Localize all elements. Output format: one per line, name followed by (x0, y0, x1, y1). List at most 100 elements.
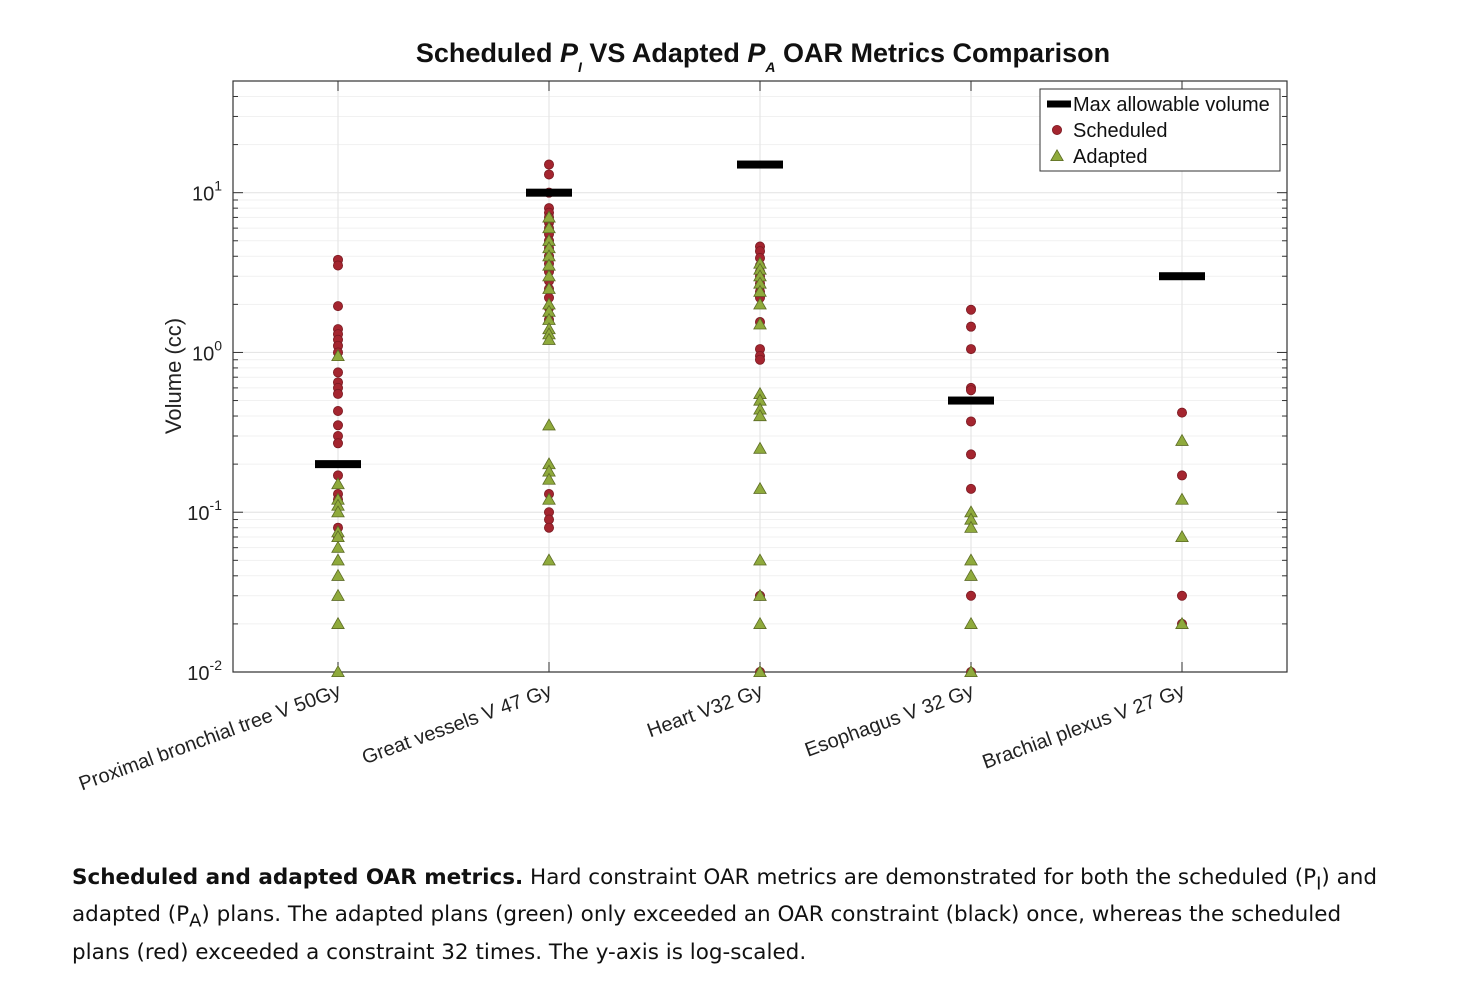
y-tick-label: 100 (192, 337, 222, 365)
scheduled-point (332, 301, 343, 312)
y-tick-label: 10-1 (187, 497, 222, 525)
title-part-3: VS Adapted (582, 38, 748, 68)
adapted-point (753, 481, 767, 494)
y-tick-label: 10-2 (187, 657, 222, 685)
x-tick-label: Brachial plexus V 27 Gy (980, 680, 1188, 774)
x-tick-label: Heart V32 Gy (644, 680, 765, 742)
adapted-point (753, 297, 767, 310)
adapted-point (753, 664, 767, 678)
adapted-point (964, 520, 978, 533)
scheduled-point (966, 416, 977, 427)
y-tick-base: 10 (192, 343, 214, 365)
y-tick-exponent: -1 (210, 497, 223, 513)
title-part-0: Scheduled (416, 38, 560, 68)
max-allowable-bar (1159, 272, 1205, 281)
adapted-point (542, 221, 556, 234)
scheduled-point (966, 321, 977, 332)
max-allowable-bar (315, 460, 361, 469)
chart-title: Scheduled PI VS Adapted PA OAR Metrics C… (416, 38, 1110, 75)
title-part-4: P (747, 38, 766, 68)
y-tick-base: 10 (187, 663, 209, 685)
adapted-point (331, 349, 345, 362)
adapted-point (753, 553, 767, 566)
data-marks (315, 159, 1205, 678)
caption-text-3: ) plans. The adapted plans (green) only … (72, 902, 1342, 965)
max-allowable-bar (948, 396, 994, 405)
adapted-point (1175, 433, 1189, 446)
caption-text-2: ) and adapted (P (72, 865, 1378, 928)
title-part-6: OAR Metrics Comparison (776, 38, 1111, 68)
scheduled-point (544, 522, 555, 533)
y-tick-label: 101 (192, 178, 222, 206)
caption-sub-1: I (1316, 873, 1322, 895)
scheduled-point (966, 344, 977, 355)
scheduled-point (332, 438, 343, 449)
adapted-point (331, 505, 345, 518)
scheduled-point (544, 169, 555, 180)
adapted-point (964, 568, 978, 581)
y-tick-exponent: -2 (210, 657, 223, 673)
adapted-point (964, 553, 978, 566)
scheduled-point (966, 304, 977, 315)
adapted-point (331, 616, 345, 629)
adapted-point (331, 553, 345, 566)
scheduled-point (966, 449, 977, 460)
x-tick-label: Esophagus V 32 Gy (802, 680, 977, 762)
title-part-5: A (764, 59, 775, 75)
adapted-point (1175, 492, 1189, 505)
adapted-point (753, 284, 767, 297)
adapted-point (331, 664, 345, 678)
adapted-point (753, 588, 767, 601)
legend-scheduled-swatch (1052, 125, 1063, 136)
x-tick-label: Proximal bronchial tree V 50Gy (76, 680, 344, 795)
oar-metrics-chart: Scheduled PI VS Adapted PA OAR Metrics C… (76, 38, 1288, 795)
y-tick-exponent: 1 (214, 178, 222, 194)
scheduled-point (332, 260, 343, 271)
adapted-point (331, 568, 345, 581)
adapted-point (542, 281, 556, 294)
title-part-1: P (560, 38, 579, 68)
scheduled-point (755, 354, 766, 365)
scheduled-point (1177, 590, 1188, 601)
adapted-point (1175, 529, 1189, 543)
title-text: Scheduled PI VS Adapted PA OAR Metrics C… (416, 38, 1110, 75)
y-axis-label: Volume (cc) (161, 318, 186, 434)
adapted-point (542, 472, 556, 485)
adapted-point (331, 540, 345, 553)
legend-box (1039, 88, 1281, 172)
adapted-point (542, 492, 556, 505)
scheduled-point (1177, 407, 1188, 418)
adapted-point (331, 477, 345, 490)
scheduled-point (544, 159, 555, 170)
adapted-point (753, 317, 767, 330)
legend-max-swatch (1047, 100, 1071, 108)
adapted-point (753, 441, 767, 454)
caption-bold: Scheduled and adapted OAR metrics. (72, 865, 524, 890)
y-tick-base: 10 (187, 503, 209, 525)
scheduled-point (966, 483, 977, 494)
y-tick-exponent: 0 (214, 337, 222, 353)
scheduled-point (332, 388, 343, 399)
adapted-point (1175, 616, 1189, 629)
scheduled-point (332, 367, 343, 378)
grid-lines (233, 81, 1287, 673)
y-tick-base: 10 (192, 184, 214, 206)
adapted-point (331, 588, 345, 601)
caption-sub-2: A (189, 910, 202, 932)
adapted-point (753, 616, 767, 629)
adapted-point (753, 409, 767, 422)
scheduled-point (1177, 470, 1188, 481)
legend-adapted-swatch (1050, 148, 1064, 162)
legend-label: Scheduled (1073, 120, 1168, 142)
scheduled-point (966, 590, 977, 601)
scheduled-point (332, 406, 343, 417)
adapted-point (542, 418, 556, 431)
caption-text-1: Hard constraint OAR metrics are demonstr… (523, 865, 1317, 890)
legend-label: Max allowable volume (1073, 94, 1270, 116)
legend-label: Adapted (1073, 146, 1148, 168)
title-part-2: I (578, 59, 583, 75)
x-tick-label: Great vessels V 47 Gy (359, 680, 555, 769)
adapted-point (964, 664, 978, 678)
adapted-point (542, 553, 556, 566)
legend: Max allowable volume Scheduled Adapted (1039, 88, 1281, 172)
